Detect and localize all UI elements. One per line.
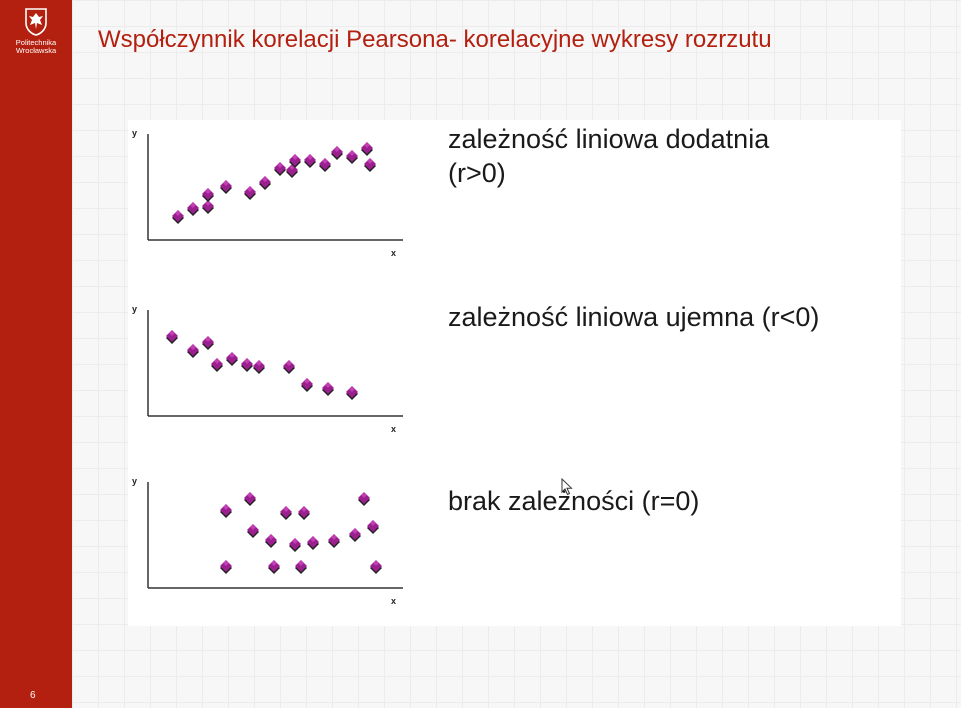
data-point: [301, 378, 313, 392]
data-point: [220, 504, 232, 518]
data-point: [244, 186, 256, 200]
data-point: [202, 200, 214, 214]
data-point: [289, 538, 301, 552]
university-logo: Politechnika Wrocławska: [0, 8, 72, 55]
caption-none: brak zależności (r=0): [448, 484, 699, 518]
data-point: [364, 158, 376, 172]
data-point: [328, 534, 340, 548]
data-point: [244, 492, 256, 506]
y-axis-label: y: [132, 304, 137, 314]
data-point: [304, 154, 316, 168]
data-point: [322, 382, 334, 396]
scatter-chart-none: yx: [132, 476, 403, 606]
scatter-chart-positive: yx: [132, 128, 403, 258]
data-point: [172, 210, 184, 224]
data-point: [247, 524, 259, 538]
data-point: [202, 188, 214, 202]
data-point: [220, 180, 232, 194]
data-point: [307, 536, 319, 550]
slide-title: Współczynnik korelacji Pearsona- korelac…: [98, 26, 772, 53]
y-axis-label: y: [132, 476, 137, 486]
data-point: [346, 386, 358, 400]
caption-positive-line-2: (r>0): [448, 158, 506, 188]
caption-negative-line-1: zależność liniowa ujemna (r<0): [448, 302, 820, 332]
data-point: [289, 154, 301, 168]
data-point: [166, 330, 178, 344]
data-point: [259, 176, 271, 190]
logo-caption: Politechnika Wrocławska: [0, 39, 72, 55]
x-axis-label: x: [391, 596, 396, 606]
data-point: [211, 358, 223, 372]
data-point: [361, 142, 373, 156]
data-point: [268, 560, 280, 574]
logo-line-2: Wrocławska: [15, 46, 57, 55]
data-point: [346, 150, 358, 164]
scatter-chart-negative: yx: [132, 304, 403, 434]
caption-positive: zależność liniowa dodatnia (r>0): [448, 122, 769, 190]
logo-line-1: Politechnika: [15, 38, 57, 47]
data-point: [187, 344, 199, 358]
data-point: [298, 506, 310, 520]
data-point: [331, 146, 343, 160]
brand-sidebar: Politechnika Wrocławska 6: [0, 0, 72, 708]
data-point: [241, 358, 253, 372]
data-point: [253, 360, 265, 374]
caption-positive-line-1: zależność liniowa dodatnia: [448, 124, 770, 154]
slide-page-number: 6: [30, 690, 36, 701]
data-point: [226, 352, 238, 366]
data-point: [295, 560, 307, 574]
data-point: [202, 336, 214, 350]
x-axis-label: x: [391, 424, 396, 434]
y-axis-label: y: [132, 128, 137, 138]
data-point: [319, 158, 331, 172]
caption-none-line-1: brak zależności (r=0): [448, 486, 700, 516]
content-panel: [128, 120, 901, 626]
data-point: [370, 560, 382, 574]
data-point: [367, 520, 379, 534]
eagle-shield-icon: [25, 8, 47, 36]
data-point: [274, 162, 286, 176]
data-point: [280, 506, 292, 520]
data-point: [265, 534, 277, 548]
caption-negative: zależność liniowa ujemna (r<0): [448, 300, 819, 334]
data-point: [187, 202, 199, 216]
mouse-cursor-icon: [561, 477, 573, 501]
x-axis-label: x: [391, 248, 396, 258]
data-point: [220, 560, 232, 574]
data-point: [283, 360, 295, 374]
data-point: [349, 528, 361, 542]
data-point: [358, 492, 370, 506]
